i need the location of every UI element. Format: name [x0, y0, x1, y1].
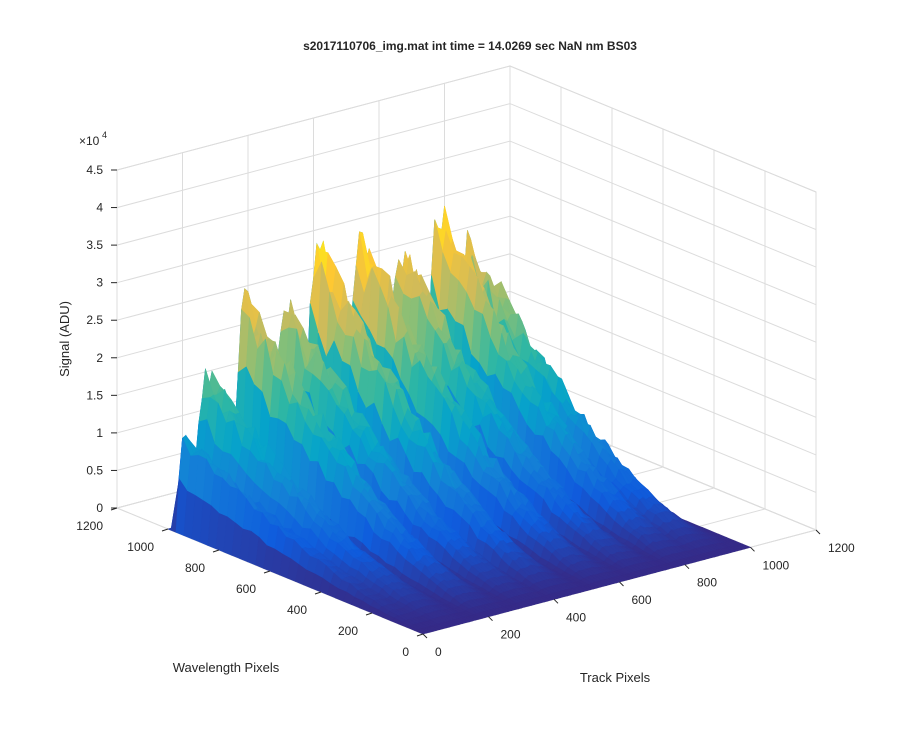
x-tick-label: 1200 [828, 541, 855, 555]
x-tick-mark [750, 546, 755, 552]
grid-wall-z [116, 65, 817, 193]
grid-wall-z [116, 215, 817, 343]
z-tick-label: 3 [96, 276, 103, 290]
tick-labels: 0 0.5 1 1.5 2 2.5 3 3.5 4 4.5 0 200 400 600 800 1000 120… [76, 163, 855, 659]
x-tick-label: 600 [632, 593, 652, 607]
y-axis-label: Wavelength Pixels [173, 660, 280, 675]
z-tick-label: 0.5 [86, 463, 103, 477]
z-axis-label: Signal (ADU) [57, 301, 72, 377]
z-tick-label: 2 [96, 351, 103, 365]
surface-plot [167, 205, 752, 635]
z-tick-label: 2.5 [86, 313, 103, 327]
z-tick-label: 1.5 [86, 388, 103, 402]
y-tick-label: 200 [338, 624, 358, 638]
y-tick-mark [365, 612, 373, 616]
y-tick-label: 0 [402, 645, 409, 659]
z-exponent-power: 4 [102, 130, 107, 140]
y-tick-label: 800 [185, 561, 205, 575]
x-tick-mark [422, 633, 428, 639]
x-tick-mark [619, 581, 624, 587]
z-tick-label: 0 [96, 501, 103, 515]
x-tick-label: 800 [697, 576, 717, 590]
grid-wall-z [116, 178, 817, 306]
x-tick-label: 0 [435, 645, 442, 659]
y-tick-label: 400 [287, 603, 307, 617]
y-tick-mark [161, 528, 169, 532]
y-tick-label: 600 [236, 582, 256, 596]
grid-wall-z [116, 103, 817, 231]
y-tick-mark [212, 549, 220, 553]
grid-wall-z [116, 140, 817, 268]
x-tick-label: 200 [501, 628, 521, 642]
x-axis-label: Track Pixels [580, 670, 651, 685]
y-tick-label: 1200 [76, 519, 103, 533]
x-tick-mark [815, 529, 821, 535]
x-tick-mark [684, 564, 690, 570]
y-tick-mark [110, 507, 118, 511]
z-tick-label: 4 [96, 201, 103, 215]
x-tick-mark [488, 616, 493, 622]
y-tick-mark [314, 591, 322, 595]
y-tick-label: 1000 [127, 540, 154, 554]
z-tick-label: 3.5 [86, 238, 103, 252]
z-tick-label: 4.5 [86, 163, 103, 177]
y-tick-mark [416, 633, 424, 637]
chart-title: s2017110706_img.mat int time = 14.0269 s… [303, 39, 637, 53]
x-tick-label: 400 [566, 610, 586, 624]
z-tick-label: 1 [96, 426, 103, 440]
z-exponent-base: ×10 [79, 134, 100, 148]
z-exponent-label: ×10 4 [79, 130, 107, 148]
y-tick-mark [263, 570, 271, 574]
surface-patch [414, 629, 428, 635]
x-tick-label: 1000 [763, 558, 790, 572]
x-tick-mark [553, 598, 559, 604]
